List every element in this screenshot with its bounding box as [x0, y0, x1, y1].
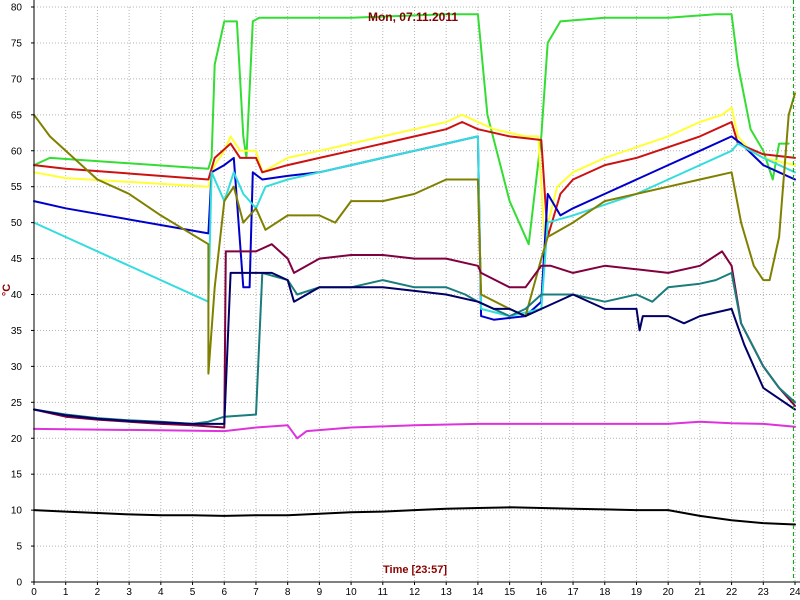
- y-tick-label: 65: [11, 110, 23, 121]
- x-tick-label: 20: [663, 587, 675, 598]
- x-tick-label: 9: [317, 587, 323, 598]
- y-tick-label: 60: [11, 146, 23, 157]
- series-line-10: [33, 420, 796, 440]
- series-line-3: [33, 121, 796, 238]
- y-tick-label: 50: [11, 218, 23, 229]
- x-tick-label: 19: [631, 587, 643, 598]
- x-tick-label: 7: [253, 587, 259, 598]
- y-tick-label: 70: [11, 74, 23, 85]
- x-tick-label: 24: [789, 587, 800, 598]
- y-tick-label: 15: [11, 470, 23, 481]
- y-tick-label: 75: [11, 38, 23, 49]
- y-tick-label: 40: [11, 290, 23, 301]
- x-tick-label: 11: [378, 587, 389, 598]
- series-line-9: [33, 271, 796, 425]
- series-line-5: [33, 135, 796, 318]
- x-tick-label: 0: [31, 587, 37, 598]
- y-tick-label: 10: [11, 506, 23, 517]
- x-tick-label: 6: [221, 587, 227, 598]
- series-line-8: [33, 271, 796, 425]
- x-tick-label: 10: [346, 587, 358, 598]
- x-tick-label: 12: [409, 587, 421, 598]
- y-axis-title: °C: [1, 284, 13, 296]
- x-axis-title: Time [23:57]: [383, 564, 447, 576]
- y-tick-label: 30: [11, 362, 23, 373]
- x-tick-label: 2: [95, 587, 101, 598]
- chart-title: Mon, 07.11.2011: [368, 10, 458, 24]
- x-tick-label: 14: [472, 587, 484, 598]
- y-tick-label: 20: [11, 434, 23, 445]
- series-group: [33, 13, 796, 526]
- y-tick-label: 55: [11, 182, 23, 193]
- x-tick-label: 16: [536, 587, 548, 598]
- series-line-6: [33, 92, 796, 375]
- x-tick-label: 15: [504, 587, 516, 598]
- y-tick-label: 45: [11, 254, 23, 265]
- x-tick-label: 4: [158, 587, 164, 598]
- x-axis: 0 1 2 3 4 5 6 7 8 9 10 11 12 13 14 15 16 17 18 19 20 21 22 23 24: [31, 582, 800, 598]
- series-line-1: [33, 13, 790, 246]
- x-tick-label: 3: [126, 587, 132, 598]
- x-tick-label: 5: [190, 587, 196, 598]
- x-tick-label: 18: [599, 587, 611, 598]
- x-tick-label: 23: [758, 587, 770, 598]
- x-tick-label: 21: [694, 587, 706, 598]
- y-tick-label: 25: [11, 398, 23, 409]
- x-tick-label: 8: [285, 587, 291, 598]
- grid: [34, 6, 796, 582]
- x-tick-label: 22: [726, 587, 738, 598]
- y-tick-label: 5: [16, 542, 22, 553]
- series-line-2: [33, 106, 796, 238]
- y-tick-label: 80: [11, 3, 23, 14]
- x-tick-label: 17: [567, 587, 579, 598]
- y-tick-label: 35: [11, 326, 23, 337]
- series-line-7: [33, 243, 796, 429]
- x-tick-label: 1: [63, 587, 69, 598]
- series-line-11: [33, 506, 796, 526]
- x-tick-label: 13: [441, 587, 453, 598]
- y-tick-label: 0: [16, 578, 22, 589]
